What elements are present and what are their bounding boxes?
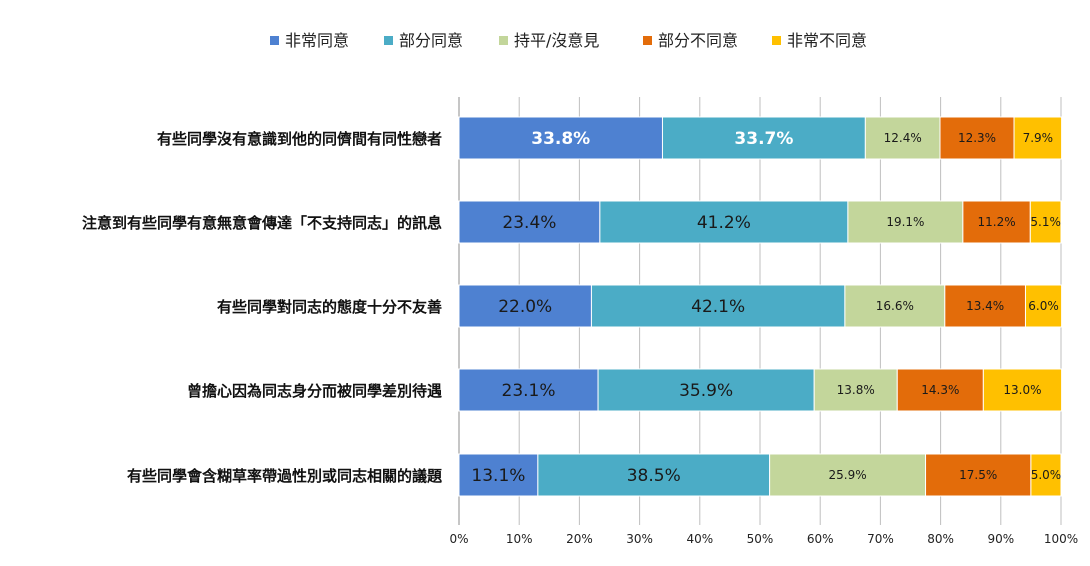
data-label: 23.1% — [502, 381, 556, 401]
bar-segment — [813, 368, 898, 412]
category-label: 有些同學對同志的態度十分不友善 — [217, 298, 442, 316]
x-tick-label: 100% — [1044, 532, 1078, 546]
data-label: 33.8% — [531, 129, 590, 149]
bar-segment — [982, 368, 1063, 412]
x-tick-label: 10% — [506, 532, 533, 546]
x-tick-label: 70% — [867, 532, 894, 546]
bar-segment — [944, 284, 1026, 328]
data-label: 22.0% — [498, 297, 552, 317]
data-label: 35.9% — [679, 381, 733, 401]
bar-segment — [1029, 200, 1062, 244]
data-label: 13.4% — [966, 299, 1004, 313]
bar-segment — [458, 200, 601, 244]
data-label: 12.3% — [958, 131, 996, 145]
bar-segment — [458, 453, 539, 497]
data-label: 41.2% — [697, 213, 751, 233]
legend-entry: 持平/沒意見 — [514, 31, 599, 50]
category-label: 注意到有些同學有意無意會傳達「不支持同志」的訊息 — [82, 214, 442, 232]
data-label: 42.1% — [691, 297, 745, 317]
bar-segment — [661, 116, 866, 160]
data-label: 13.1% — [471, 466, 525, 486]
data-label: 11.2% — [978, 215, 1016, 229]
data-label: 16.6% — [876, 299, 914, 313]
legend-swatch — [384, 36, 393, 45]
data-label: 23.4% — [502, 213, 556, 233]
x-tick-label: 0% — [449, 532, 468, 546]
bar-segment — [1013, 116, 1063, 160]
data-label: 38.5% — [627, 466, 681, 486]
bar-segment — [769, 453, 927, 497]
x-tick-label: 30% — [626, 532, 653, 546]
x-tick-label: 50% — [747, 532, 774, 546]
data-label: 7.9% — [1023, 131, 1054, 145]
x-tick-label: 80% — [927, 532, 954, 546]
bar-segment — [962, 200, 1031, 244]
bar-segment — [847, 200, 964, 244]
data-label: 5.1% — [1030, 215, 1061, 229]
bar-segment — [844, 284, 946, 328]
data-label: 12.4% — [884, 131, 922, 145]
bar-segment — [1030, 453, 1062, 497]
legend-entry: 部分不同意 — [658, 31, 738, 50]
x-tick-label: 40% — [686, 532, 713, 546]
category-labels: 有些同學沒有意識到他的同儕間有同性戀者注意到有些同學有意無意會傳達「不支持同志」… — [82, 130, 443, 485]
data-label: 19.1% — [886, 215, 924, 229]
bar-segment — [864, 116, 941, 160]
bar-segment — [590, 284, 846, 328]
legend-swatch — [499, 36, 508, 45]
category-label: 有些同學會含糊草率帶過性別或同志相關的議題 — [127, 467, 443, 485]
data-label: 6.0% — [1028, 299, 1059, 313]
data-label: 17.5% — [959, 468, 997, 482]
data-label: 5.0% — [1031, 468, 1062, 482]
bar-segment — [537, 453, 771, 497]
legend-swatch — [270, 36, 279, 45]
legend-swatch — [643, 36, 652, 45]
data-label: 14.3% — [921, 383, 959, 397]
x-axis-ticks: 0% 10% 20% 30% 40% 50% 60% 70% 80% 90% 100% — [449, 532, 1078, 546]
category-label: 曾擔心因為同志身分而被同學差別待遇 — [187, 382, 442, 400]
legend-swatch — [772, 36, 781, 45]
legend-entry: 非常不同意 — [787, 31, 867, 50]
x-tick-label: 20% — [566, 532, 593, 546]
data-label: 13.8% — [837, 383, 875, 397]
bar-segment — [1024, 284, 1063, 328]
data-label: 13.0% — [1003, 383, 1041, 397]
bar-segment — [458, 116, 663, 160]
data-label: 33.7% — [734, 129, 793, 149]
data-label: 25.9% — [829, 468, 867, 482]
legend-entry: 部分同意 — [399, 31, 463, 50]
category-label: 有些同學沒有意識到他的同儕間有同性戀者 — [157, 130, 442, 148]
x-tick-label: 60% — [807, 532, 834, 546]
legend: 非常同意 部分同意 持平/沒意見 部分不同意 非常不同意 — [270, 31, 867, 50]
x-tick-label: 90% — [987, 532, 1014, 546]
bar-segment — [597, 368, 815, 412]
legend-entry: 非常同意 — [285, 31, 349, 50]
bars: 33.8% 33.7% 12.4% 12.3% 7.9% 23.4% 41.2% 19.1% 1… — [458, 116, 1063, 497]
